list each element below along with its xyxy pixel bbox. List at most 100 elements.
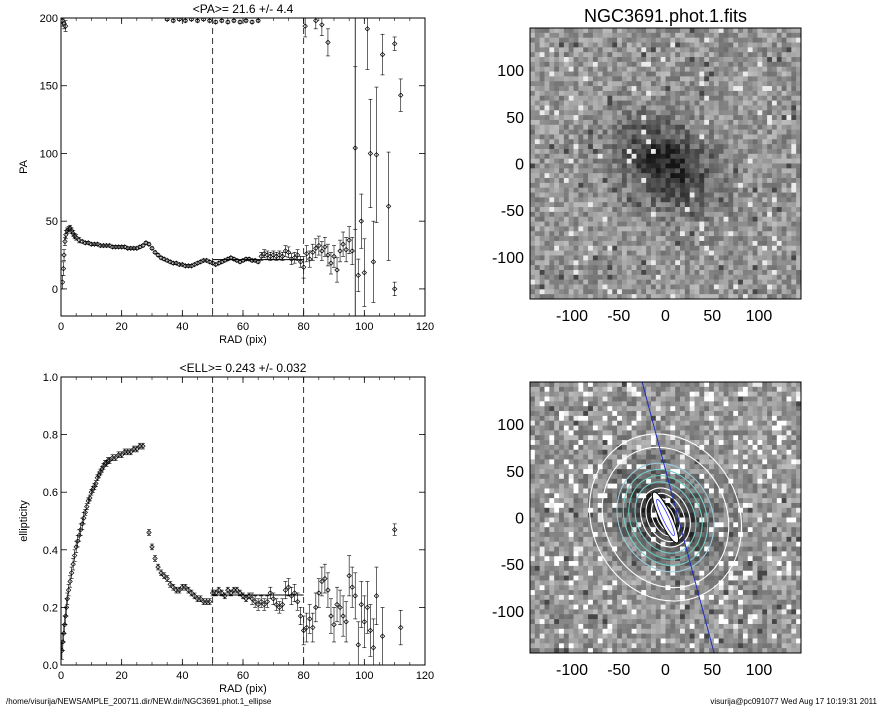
pixel [752,86,758,92]
pixel [549,202,555,208]
pixel [704,139,710,145]
pixel [723,294,729,300]
pixel [728,148,734,155]
pixel [655,57,661,63]
pixel [621,284,628,290]
pixel [544,411,550,417]
pixel [752,240,758,247]
pixel [646,207,652,213]
pixel [636,226,642,232]
pixel [767,182,773,188]
pixel [694,173,700,179]
pixel [660,37,666,43]
pixel [713,61,720,68]
pixel [641,240,647,247]
pixel [597,279,603,285]
pixel [549,245,555,251]
data-point [373,86,380,223]
pixel [767,61,773,68]
diamond-marker [61,630,67,637]
pixel [578,124,584,130]
pixel [752,216,758,222]
pixel [723,119,729,126]
pixel [549,28,555,34]
pixel [733,57,739,63]
pixel [796,173,802,179]
pixel [636,119,642,126]
pixel [534,532,540,538]
pixel [568,57,574,63]
pixel [602,211,608,218]
pixel [636,129,642,135]
pixel [539,382,545,388]
chart-title: <ELL>= 0.243 +/- 0.032 [180,361,307,375]
pixel [650,134,657,140]
pixel [781,47,787,53]
pixel [544,250,550,256]
pixel [534,202,540,208]
pixel [549,561,555,567]
pixel [534,260,540,266]
pixel [699,148,705,155]
diamond-marker [361,269,368,276]
pixel [636,289,642,295]
pixel [554,245,560,251]
pixel [563,81,570,87]
pixel [559,61,565,68]
pixel [578,28,584,34]
pixel [544,454,550,460]
pixel [621,110,628,116]
pixel [592,134,599,140]
pixel [791,47,797,53]
pixel [534,594,540,601]
pixel [694,274,700,280]
pixel [636,100,642,106]
pixel [568,105,574,111]
pixel [675,95,681,101]
diamond-marker [170,18,176,24]
pixel [767,255,773,261]
pixel [742,240,749,247]
diamond-marker [243,18,249,24]
pixel [636,115,642,121]
data-point [213,589,219,597]
pixel [709,86,715,92]
pixel [776,81,782,87]
data-point [234,586,240,594]
pixel [757,61,763,68]
pixel [631,265,637,271]
pixel [530,207,536,213]
pixel [617,236,623,242]
pixel [597,100,603,106]
pixel [660,226,666,232]
pixel [670,265,676,271]
pixel [723,110,729,116]
pixel [617,110,623,116]
pixel [786,211,792,218]
pixel [791,76,797,82]
pixel [791,95,797,101]
pixel [549,619,555,625]
pixel [655,294,661,300]
pixel [786,119,792,126]
pixel [588,173,594,179]
pixel [568,221,574,227]
pixel [771,153,778,159]
pixel [544,187,550,193]
diamond-marker [367,150,374,157]
pixel [583,221,589,227]
pixel [539,32,545,38]
pixel [709,100,715,106]
pixel [684,52,690,58]
pixel [602,148,608,155]
pixel [549,168,555,174]
pixel [771,231,778,237]
diamond-marker [313,18,319,24]
pixel [539,110,545,116]
pixel [607,221,613,227]
pixel [786,71,792,77]
pixel [747,90,753,97]
pixel [767,211,773,218]
pixel [680,66,686,72]
pixel [563,47,570,53]
